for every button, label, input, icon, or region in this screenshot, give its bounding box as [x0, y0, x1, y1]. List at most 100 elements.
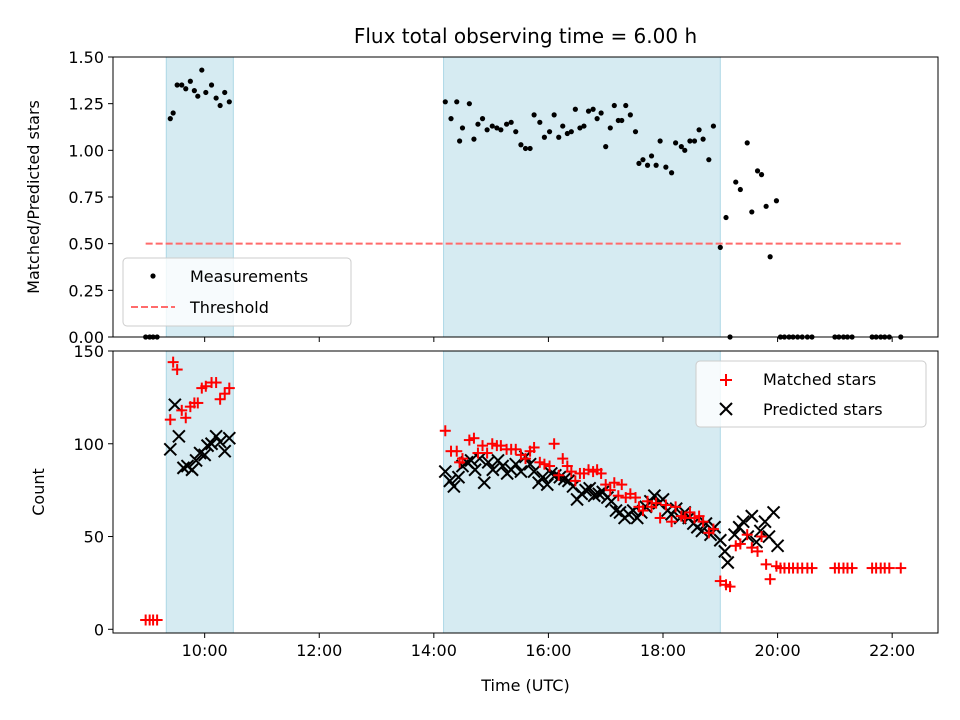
matched-star-point [895, 562, 907, 574]
y-tick-label: 1.50 [68, 48, 104, 67]
measurement-point [572, 106, 578, 112]
predicted-star-point [443, 474, 457, 488]
matched-star-point [180, 412, 192, 424]
measurement-point [498, 127, 504, 133]
measurement-point [763, 203, 769, 209]
measurement-point [710, 123, 717, 129]
matched-star-point [654, 512, 666, 524]
measurement-point [187, 78, 193, 84]
predicted-star-point [509, 457, 523, 471]
top-legend-box [122, 257, 352, 327]
measurement-point [723, 214, 729, 221]
measurement-point [754, 168, 761, 174]
predicted-star-point [753, 524, 768, 538]
x-tick-label: 12:00 [296, 641, 342, 660]
predicted-star-point [592, 487, 606, 501]
matched-star-point [666, 516, 678, 528]
measurement-point [442, 99, 448, 105]
matched-star-point [616, 479, 628, 491]
measurement-point [773, 198, 780, 204]
matched-star-point [760, 558, 772, 570]
matched-star-point [642, 495, 654, 507]
matched-star-point [451, 445, 463, 457]
matched-star-point [650, 497, 662, 509]
measurement-point [749, 209, 755, 215]
predicted-star-point [168, 398, 182, 412]
measurement-point [678, 144, 684, 150]
measurement-point [466, 101, 472, 107]
matched-star-point [223, 382, 235, 394]
matched-star-point [176, 404, 188, 416]
predicted-star-point [527, 464, 541, 479]
y-tick-label: 0.25 [68, 281, 104, 300]
chart-title: Flux total observing time = 6.00 h [354, 24, 697, 48]
measurement-point [475, 121, 481, 127]
predicted-star-point [630, 511, 644, 525]
measurement-point [744, 140, 750, 146]
matched-star-point [670, 501, 682, 513]
measurement-point [513, 129, 519, 135]
matched-star-point [569, 475, 581, 487]
matched-star-point [528, 441, 540, 453]
y-tick-label: 0.75 [68, 188, 104, 207]
measurement-point [508, 119, 514, 125]
measurement-point [556, 134, 562, 140]
legend-predicted-marker [719, 402, 733, 416]
top-y-axis: 0.00 0.25 0.50 0.75 1.00 1.25 1.50 [68, 48, 113, 347]
measurement-point [594, 116, 600, 122]
measurement-point [448, 116, 454, 122]
matched-star-point [679, 512, 691, 524]
matched-star-point [219, 388, 231, 400]
top-legend: Measurements Threshold [122, 257, 352, 327]
predicted-star-point [447, 479, 461, 494]
measurement-point [208, 82, 215, 88]
x-tick-label: 14:00 [411, 641, 457, 660]
legend-matched-label: Matched stars [763, 370, 876, 389]
matched-star-point [495, 440, 507, 452]
matched-star-point [752, 545, 764, 557]
matched-star-point [561, 460, 573, 472]
matched-star-point [707, 523, 719, 535]
measurement-point [183, 86, 189, 92]
measurement-point [623, 102, 629, 109]
predicted-star-point [587, 489, 601, 503]
predicted-star-point [222, 431, 237, 445]
measurement-point [195, 93, 201, 99]
matched-star-point [608, 477, 620, 489]
measurement-point [174, 82, 180, 88]
matched-star-point [151, 614, 163, 626]
bottom-y-axis: 0 50 100 150 [73, 342, 113, 639]
measurement-point [457, 138, 463, 144]
top-panel: 0.00 0.25 0.50 0.75 1.00 1.25 1.50 Flux total … [24, 24, 939, 347]
measurement-point [696, 127, 702, 133]
x-tick-label: 22:00 [869, 641, 915, 660]
measurement-point [564, 130, 570, 137]
bottom-panel: 0 50 100 150 10:00 12:00 14:00 16:00 18:00 20:00… [29, 342, 939, 695]
predicted-star-point [553, 470, 567, 484]
measurement-point [581, 123, 587, 129]
measurement-point [454, 99, 460, 105]
predicted-star-point [727, 527, 742, 542]
measurement-point [226, 99, 232, 105]
predicted-star-point [451, 470, 466, 484]
matched-star-point [637, 505, 649, 517]
predicted-star-point [766, 505, 781, 520]
matched-star-point [741, 529, 753, 541]
predicted-star-point [604, 494, 619, 508]
measurement-point [767, 254, 773, 260]
matched-star-point [660, 499, 672, 511]
predicted-star-point [770, 539, 785, 553]
matched-star-point [697, 516, 709, 528]
matched-star-point [600, 479, 612, 491]
predicted-stars-points [163, 398, 785, 570]
x-tick-label: 10:00 [182, 641, 228, 660]
predicted-star-point [695, 524, 709, 538]
measurement-point [657, 138, 663, 144]
measurement-point [700, 136, 706, 142]
predicted-star-point [495, 459, 510, 473]
predicted-star-point [472, 451, 487, 466]
matched-star-point [806, 562, 818, 574]
matched-star-point [693, 510, 705, 522]
predicted-star-point [209, 429, 223, 444]
predicted-star-point [172, 429, 186, 444]
